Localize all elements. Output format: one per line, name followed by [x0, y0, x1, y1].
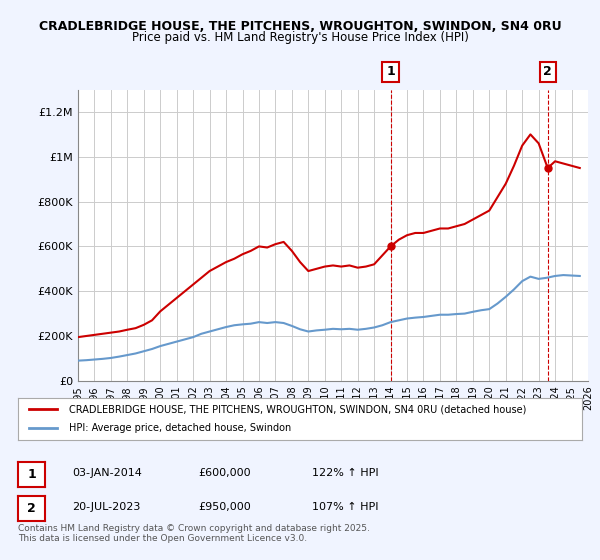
Text: CRADLEBRIDGE HOUSE, THE PITCHENS, WROUGHTON, SWINDON, SN4 0RU (detached house): CRADLEBRIDGE HOUSE, THE PITCHENS, WROUGH…	[69, 404, 526, 414]
Text: HPI: Average price, detached house, Swindon: HPI: Average price, detached house, Swin…	[69, 423, 291, 433]
Text: 03-JAN-2014: 03-JAN-2014	[72, 468, 142, 478]
Text: Price paid vs. HM Land Registry's House Price Index (HPI): Price paid vs. HM Land Registry's House …	[131, 31, 469, 44]
Text: £950,000: £950,000	[198, 502, 251, 512]
Text: CRADLEBRIDGE HOUSE, THE PITCHENS, WROUGHTON, SWINDON, SN4 0RU: CRADLEBRIDGE HOUSE, THE PITCHENS, WROUGH…	[38, 20, 562, 32]
Text: 107% ↑ HPI: 107% ↑ HPI	[312, 502, 379, 512]
Text: 2: 2	[544, 66, 552, 78]
Text: Contains HM Land Registry data © Crown copyright and database right 2025.
This d: Contains HM Land Registry data © Crown c…	[18, 524, 370, 543]
Text: 122% ↑ HPI: 122% ↑ HPI	[312, 468, 379, 478]
Text: £600,000: £600,000	[198, 468, 251, 478]
Text: 1: 1	[27, 468, 36, 481]
Text: 2: 2	[27, 502, 36, 515]
Text: 1: 1	[386, 66, 395, 78]
Text: 20-JUL-2023: 20-JUL-2023	[72, 502, 140, 512]
